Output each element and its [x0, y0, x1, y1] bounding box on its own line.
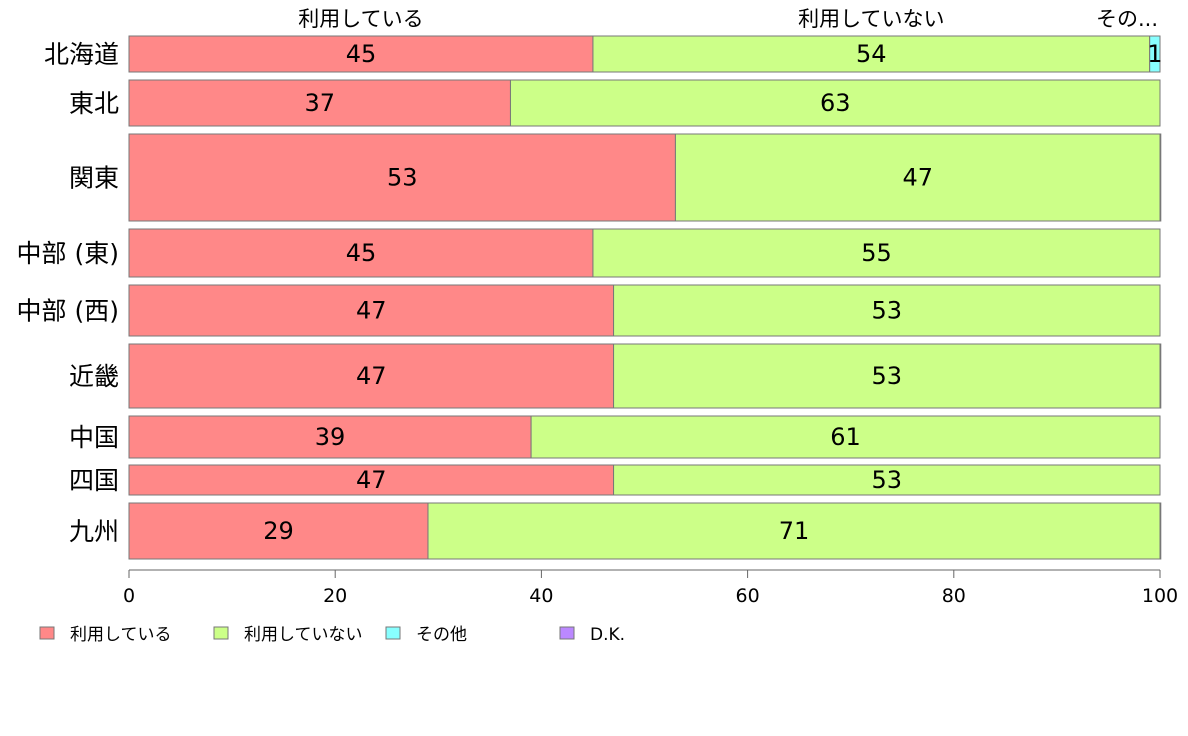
category-label: 九州 — [69, 517, 119, 546]
top-label: 利用していない — [798, 7, 944, 31]
bar-segment — [1159, 133, 1162, 222]
value-label: 1 — [1147, 40, 1162, 68]
x-tick-label: 60 — [736, 585, 760, 607]
bar-segment — [530, 415, 1161, 459]
x-tick-label: 100 — [1142, 585, 1178, 607]
legend-swatch — [385, 626, 401, 640]
category-label: 中部 (東) — [17, 239, 119, 268]
category-label: 中部 (西) — [17, 297, 119, 326]
value-label: 61 — [830, 423, 861, 451]
top-label: 利用している — [298, 7, 423, 31]
value-label: 53 — [872, 466, 903, 494]
bar-segment — [613, 284, 1161, 337]
bar-segment — [128, 415, 532, 459]
value-label: 53 — [872, 297, 903, 325]
value-label: 63 — [820, 89, 851, 117]
value-label: 53 — [387, 164, 418, 192]
bar-segment — [613, 343, 1161, 409]
top-label: その... — [1096, 7, 1158, 31]
legend-label: D.K. — [590, 625, 625, 645]
legend-label: 利用していない — [244, 625, 363, 645]
bar-segment — [427, 502, 1161, 560]
value-label: 47 — [356, 466, 387, 494]
value-label: 37 — [304, 89, 335, 117]
bar-segment — [509, 79, 1161, 127]
value-label: 39 — [315, 423, 346, 451]
legend-swatch — [39, 626, 55, 640]
legend-label: 利用している — [70, 625, 172, 645]
x-tick-label: 20 — [323, 585, 347, 607]
x-tick-label: 80 — [942, 585, 966, 607]
bar-segment — [128, 133, 676, 222]
bar-segment — [128, 464, 615, 496]
category-label: 四国 — [69, 466, 119, 495]
value-label: 47 — [356, 297, 387, 325]
category-label: 中国 — [69, 423, 119, 452]
value-label: 53 — [872, 362, 903, 390]
legend-swatch — [559, 626, 575, 640]
bar-segment — [1159, 343, 1162, 409]
x-tick-label: 0 — [123, 585, 135, 607]
bar-segment — [128, 284, 615, 337]
bar-segment — [592, 228, 1161, 278]
category-label: 北海道 — [44, 40, 119, 69]
value-label: 55 — [861, 239, 892, 267]
bar-segment — [1149, 35, 1161, 73]
value-label: 29 — [263, 517, 294, 545]
legend-swatch — [213, 626, 229, 640]
value-label: 54 — [856, 40, 887, 68]
x-tick-label: 40 — [529, 585, 553, 607]
value-label: 47 — [902, 164, 933, 192]
value-label: 47 — [356, 362, 387, 390]
bar-segment — [592, 35, 1151, 73]
value-label: 45 — [346, 40, 377, 68]
value-label: 45 — [346, 239, 377, 267]
legend-label: その他 — [416, 625, 467, 645]
bar-segment — [613, 464, 1161, 496]
bar-segment — [128, 35, 594, 73]
bar-segment — [674, 133, 1161, 222]
value-label: 71 — [779, 517, 810, 545]
category-label: 関東 — [69, 164, 119, 193]
category-label: 東北 — [69, 89, 119, 118]
category-label: 近畿 — [69, 362, 119, 391]
bar-segment — [128, 343, 615, 409]
bar-segment — [128, 228, 594, 278]
bar-segment — [1159, 502, 1162, 560]
